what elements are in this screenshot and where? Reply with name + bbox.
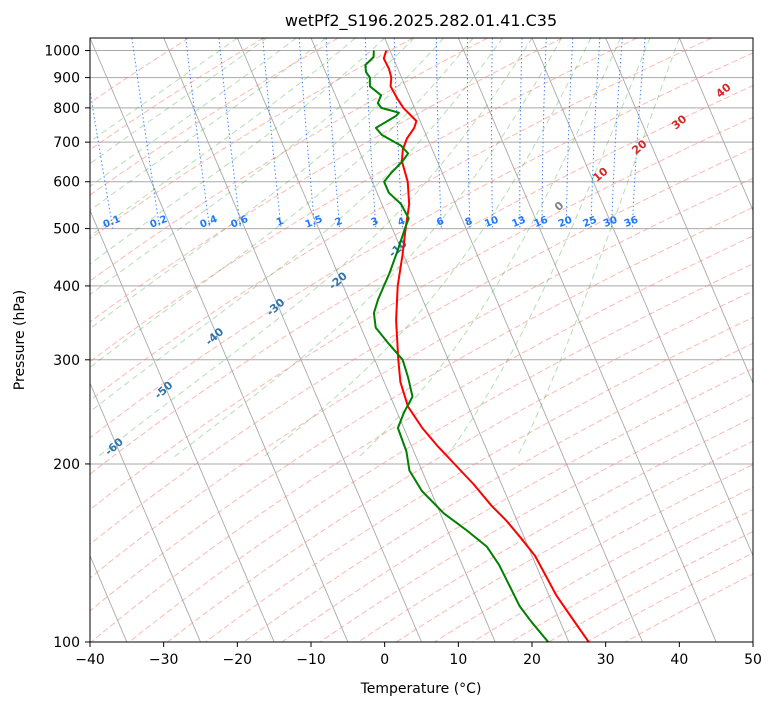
x-tick-label: 10	[449, 652, 467, 668]
x-tick-label: −20	[223, 652, 253, 668]
chart-title: wetPf2_S196.2025.282.01.41.C35	[285, 11, 557, 31]
y-tick-label: 800	[53, 101, 80, 117]
y-tick-label: 100	[53, 635, 80, 651]
y-tick-label: 300	[53, 353, 80, 369]
x-tick-label: 50	[744, 652, 762, 668]
y-tick-label: 1000	[44, 44, 80, 60]
x-tick-label: −10	[296, 652, 326, 668]
y-axis-label: Pressure (hPa)	[12, 290, 28, 390]
y-tick-label: 700	[53, 135, 80, 151]
y-tick-label: 400	[53, 279, 80, 295]
x-axis-label: Temperature (°C)	[360, 681, 482, 697]
y-tick-label: 200	[53, 457, 80, 473]
x-tick-label: −40	[75, 652, 105, 668]
x-tick-label: 30	[597, 652, 615, 668]
x-tick-label: 0	[380, 652, 389, 668]
y-tick-label: 600	[53, 175, 80, 191]
y-tick-label: 500	[53, 222, 80, 238]
x-tick-label: 20	[523, 652, 541, 668]
x-tick-label: −30	[149, 652, 179, 668]
x-tick-label: 40	[670, 652, 688, 668]
y-tick-label: 900	[53, 71, 80, 87]
